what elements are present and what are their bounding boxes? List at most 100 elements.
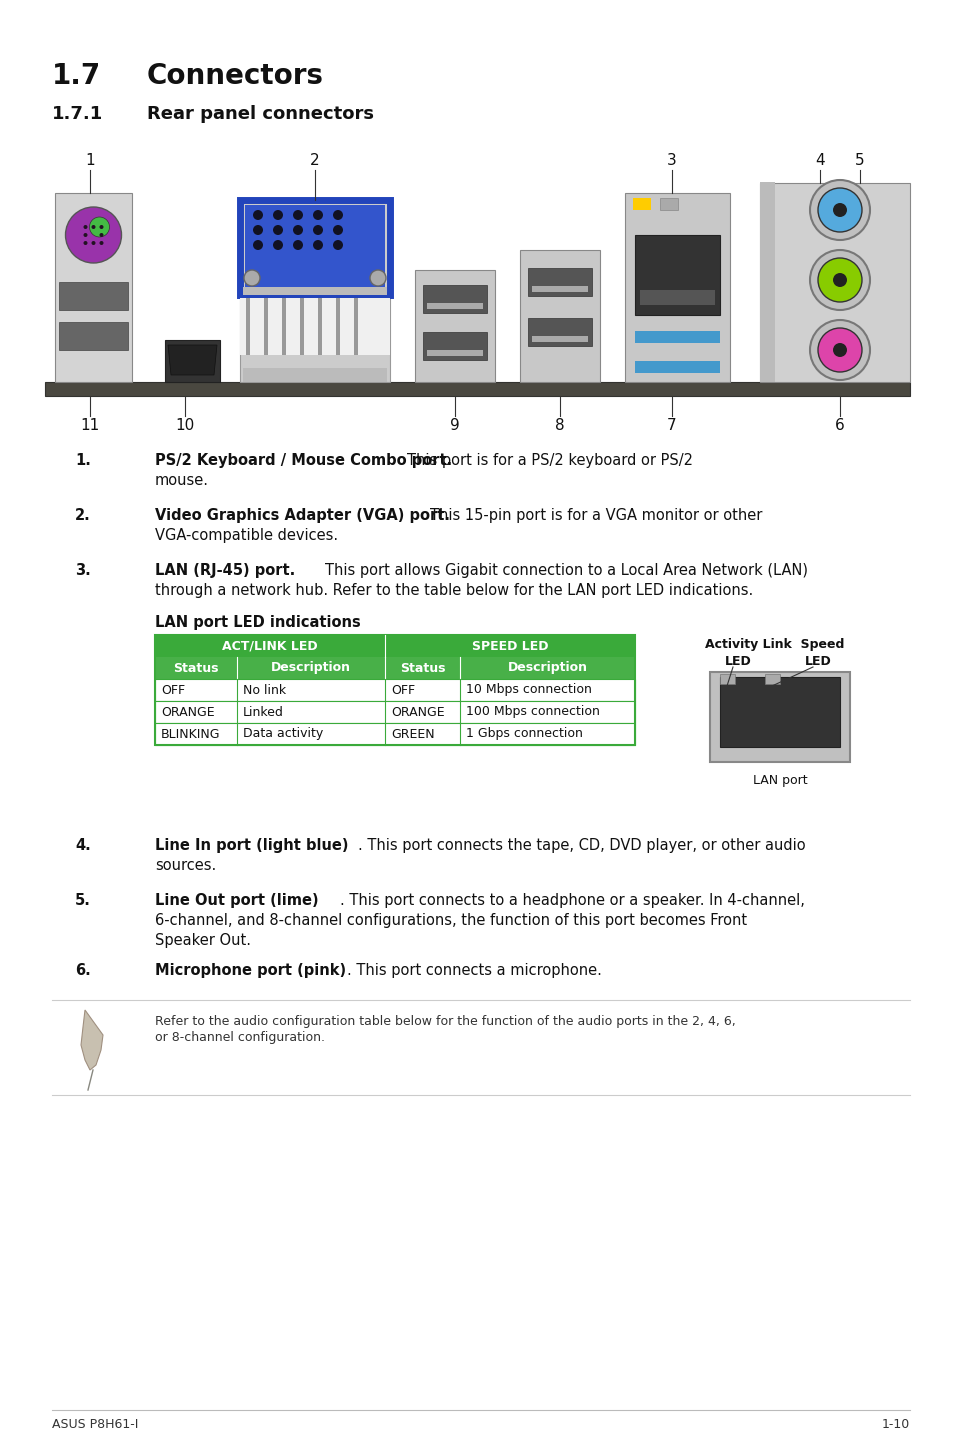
Text: Line Out port (lime): Line Out port (lime) <box>154 893 318 907</box>
Text: No link: No link <box>243 683 286 696</box>
Bar <box>760 183 774 383</box>
Bar <box>635 361 720 372</box>
Circle shape <box>809 180 869 240</box>
Text: 7: 7 <box>666 418 676 433</box>
Bar <box>246 298 250 355</box>
Bar <box>45 383 909 395</box>
Circle shape <box>832 273 846 288</box>
Text: 6.: 6. <box>75 963 91 978</box>
Bar <box>243 368 387 383</box>
Bar <box>335 298 339 355</box>
Bar <box>639 290 714 305</box>
Text: LAN port: LAN port <box>752 774 806 787</box>
Bar <box>154 636 635 657</box>
Bar <box>422 285 486 313</box>
Text: ORANGE: ORANGE <box>161 706 214 719</box>
Circle shape <box>313 210 323 220</box>
Bar <box>709 672 849 762</box>
Text: through a network hub. Refer to the table below for the LAN port LED indications: through a network hub. Refer to the tabl… <box>154 582 753 598</box>
Circle shape <box>84 224 88 229</box>
Bar <box>532 336 587 342</box>
Text: 4.: 4. <box>75 838 91 853</box>
Text: . This port connects the tape, CD, DVD player, or other audio: . This port connects the tape, CD, DVD p… <box>357 838 804 853</box>
Circle shape <box>91 242 95 244</box>
Text: Speaker Out.: Speaker Out. <box>154 933 251 948</box>
Text: 100 Mbps connection: 100 Mbps connection <box>465 706 599 719</box>
Bar <box>635 234 720 315</box>
Text: 8: 8 <box>555 418 564 433</box>
Circle shape <box>66 207 121 263</box>
Bar <box>519 250 599 383</box>
Text: 1.7.1: 1.7.1 <box>52 105 103 124</box>
Text: 4: 4 <box>814 152 824 168</box>
Text: OFF: OFF <box>161 683 185 696</box>
Circle shape <box>84 242 88 244</box>
Circle shape <box>293 240 303 250</box>
Text: Description: Description <box>271 661 351 674</box>
Bar <box>264 298 268 355</box>
Text: Microphone port (pink): Microphone port (pink) <box>154 963 346 978</box>
Text: 5.: 5. <box>75 893 91 907</box>
Bar <box>427 349 482 357</box>
Text: 1: 1 <box>85 152 94 168</box>
Bar <box>154 723 635 745</box>
Text: 10: 10 <box>175 418 194 433</box>
Text: This port is for a PS/2 keyboard or PS/2: This port is for a PS/2 keyboard or PS/2 <box>407 453 692 467</box>
Circle shape <box>817 328 862 372</box>
Bar <box>720 674 734 684</box>
Bar <box>154 679 635 700</box>
Text: ORANGE: ORANGE <box>391 706 444 719</box>
Bar <box>624 193 729 383</box>
Text: PS/2 Keyboard / Mouse Combo port.: PS/2 Keyboard / Mouse Combo port. <box>154 453 452 467</box>
Text: This 15-pin port is for a VGA monitor or other: This 15-pin port is for a VGA monitor or… <box>430 508 761 523</box>
Text: ACT/LINK LED: ACT/LINK LED <box>222 640 317 653</box>
Circle shape <box>333 210 343 220</box>
Circle shape <box>293 210 303 220</box>
Bar <box>760 183 909 383</box>
Text: 1.7: 1.7 <box>52 62 101 91</box>
Bar <box>720 677 840 746</box>
Circle shape <box>244 270 260 286</box>
Text: Data activity: Data activity <box>243 728 323 741</box>
Text: 9: 9 <box>450 418 459 433</box>
Text: Rear panel connectors: Rear panel connectors <box>147 105 374 124</box>
Bar <box>635 331 720 344</box>
Bar <box>240 200 390 383</box>
Text: Video Graphics Adapter (VGA) port.: Video Graphics Adapter (VGA) port. <box>154 508 450 523</box>
Bar <box>154 700 635 723</box>
Text: 2.: 2. <box>75 508 91 523</box>
Circle shape <box>91 224 95 229</box>
Bar <box>317 298 322 355</box>
Text: LAN (RJ-45) port.: LAN (RJ-45) port. <box>154 564 294 578</box>
Circle shape <box>293 224 303 234</box>
Text: LED: LED <box>804 654 831 669</box>
Text: 3.: 3. <box>75 564 91 578</box>
Circle shape <box>313 224 323 234</box>
Text: 3: 3 <box>666 152 677 168</box>
Bar <box>422 332 486 360</box>
Text: 10 Mbps connection: 10 Mbps connection <box>465 683 591 696</box>
Bar <box>59 282 128 311</box>
Text: LED: LED <box>724 654 751 669</box>
Text: Activity Link  Speed: Activity Link Speed <box>704 638 843 651</box>
Text: LAN port LED indications: LAN port LED indications <box>154 615 360 630</box>
Text: 1-10: 1-10 <box>881 1418 909 1431</box>
Text: Description: Description <box>507 661 587 674</box>
Text: Status: Status <box>173 661 218 674</box>
Bar <box>59 322 128 349</box>
Circle shape <box>84 233 88 237</box>
Text: VGA-compatible devices.: VGA-compatible devices. <box>154 528 337 544</box>
Text: Status: Status <box>399 661 445 674</box>
Circle shape <box>333 240 343 250</box>
Circle shape <box>809 321 869 380</box>
Text: 6: 6 <box>834 418 844 433</box>
Bar <box>165 339 220 383</box>
Text: 5: 5 <box>854 152 864 168</box>
Polygon shape <box>168 345 216 375</box>
Bar <box>527 318 592 347</box>
Bar <box>240 298 390 355</box>
Bar <box>282 298 286 355</box>
Circle shape <box>273 224 283 234</box>
Bar <box>764 674 780 684</box>
Circle shape <box>99 242 103 244</box>
